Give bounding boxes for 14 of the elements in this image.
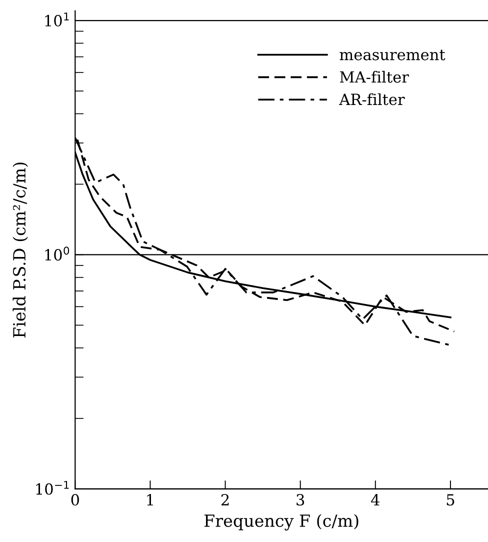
x-tick-label: 1 bbox=[147, 494, 153, 506]
x-tick-label: 2 bbox=[221, 494, 229, 506]
x-tick-label: 0 bbox=[71, 494, 79, 506]
legend-label: AR-filter bbox=[339, 93, 405, 106]
x-tick-label: 4 bbox=[371, 494, 380, 506]
y-tick-label: 10$^{0}$ bbox=[45, 246, 70, 261]
x-tick-label: 5 bbox=[446, 494, 454, 506]
y-axis-title: Field P.S.D (cm²/c/m) bbox=[12, 162, 28, 338]
y-tick-label: 10$^{1}$ bbox=[45, 12, 69, 26]
x-axis-title: Frequency F (c/m) bbox=[204, 514, 358, 530]
legend-label: measurement bbox=[340, 50, 446, 60]
y-tick-label: 10$^{−1}$ bbox=[36, 480, 69, 495]
x-tick-label: 3 bbox=[296, 494, 304, 506]
legend-label: MA-filter bbox=[340, 70, 409, 83]
